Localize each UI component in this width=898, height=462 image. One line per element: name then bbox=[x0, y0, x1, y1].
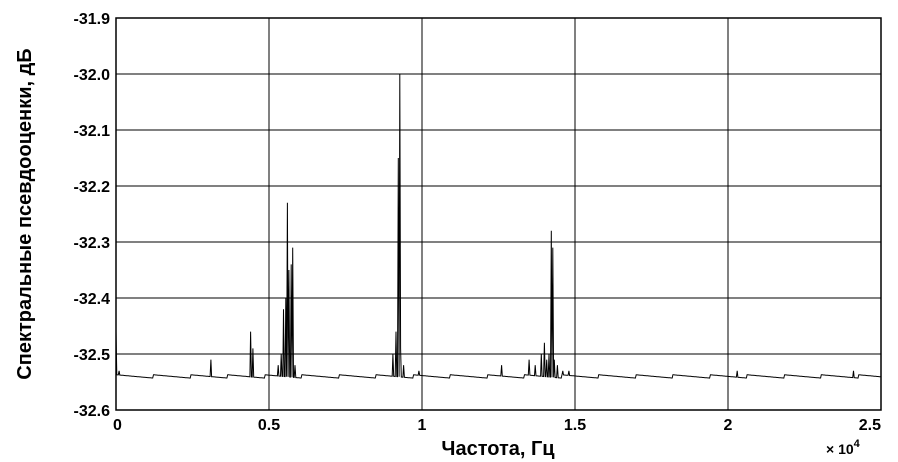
y-axis-label: Спектральные псевдооценки, дБ bbox=[14, 48, 36, 379]
x-tick-label: 1 bbox=[418, 417, 427, 434]
x-multiplier-exponent: 4 bbox=[854, 438, 861, 450]
y-tick-label: -32.6 bbox=[74, 403, 111, 420]
y-tick-label: -31.9 bbox=[74, 11, 111, 28]
x-multiplier-base: × 10 bbox=[826, 441, 854, 457]
y-tick-label: -32.0 bbox=[74, 67, 111, 84]
x-tick-label: 2.5 bbox=[859, 417, 881, 434]
x-multiplier: × 104 bbox=[826, 438, 861, 457]
y-tick-label: -32.5 bbox=[74, 347, 111, 364]
x-tick-label: 0.5 bbox=[258, 417, 280, 434]
y-tick-label: -32.2 bbox=[74, 179, 111, 196]
x-tick-label: 0 bbox=[113, 417, 122, 434]
y-tick-label: -32.1 bbox=[74, 123, 111, 140]
y-axis: -31.9 -32.0 -32.1 -32.2 -32.3 -32.4 -32.5 -32.6 bbox=[74, 11, 111, 420]
x-axis: 0 0.5 1 1.5 2 2.5 bbox=[113, 417, 881, 434]
x-tick-label: 1.5 bbox=[564, 417, 586, 434]
plot-frame bbox=[115, 17, 882, 411]
plot-area bbox=[116, 18, 881, 410]
x-axis-label: Частота, Гц bbox=[441, 438, 555, 460]
y-tick-label: -32.4 bbox=[74, 291, 111, 308]
series-line bbox=[115, 73, 882, 379]
y-tick-label: -32.3 bbox=[74, 235, 111, 252]
x-tick-label: 2 bbox=[724, 417, 733, 434]
